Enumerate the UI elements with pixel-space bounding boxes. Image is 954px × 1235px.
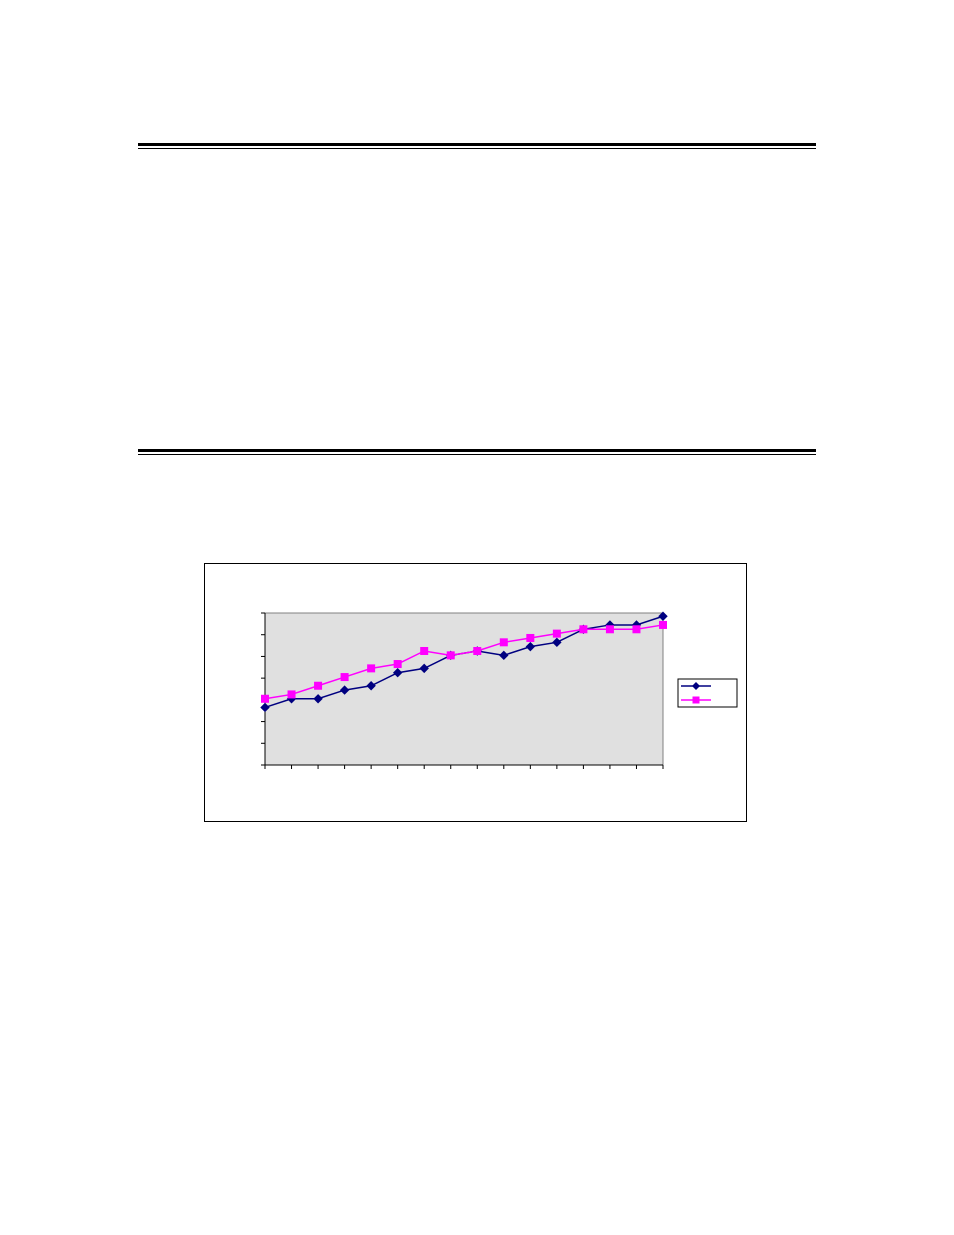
series-1-point [339,685,350,695]
series-2-point [499,638,508,647]
series-2-point [340,673,349,682]
series-1-point [313,694,323,704]
series-2-point [261,694,269,703]
series-2-point [314,681,323,690]
series-2-point [579,625,588,634]
series-2-point [632,625,641,634]
series-2-point [446,651,455,660]
series-1-point [658,611,668,621]
series-2-point [367,664,376,673]
series-1-point [499,650,509,661]
series-2-point [526,633,535,642]
series-1-point [419,663,429,674]
series-2-point [473,647,482,655]
series-1-point [552,637,562,648]
legend-marker [692,682,700,690]
middle-double-rule [138,449,816,455]
series-2-point [393,660,402,669]
series-2-point [420,647,429,655]
legend-box [677,678,738,708]
legend-marker [692,696,700,704]
series-1-point [260,702,270,713]
series-2-point [552,629,561,638]
series-2-point [287,690,296,699]
line-chart [260,611,738,769]
series-2-point [659,620,667,629]
series-2-point [605,625,614,634]
series-1-point [525,641,536,652]
chart-frame [204,563,747,822]
series-1-point [366,681,376,691]
series-2-line [264,624,664,700]
plot-area [264,612,664,766]
series-1-point [392,668,403,678]
top-double-rule [138,143,816,149]
